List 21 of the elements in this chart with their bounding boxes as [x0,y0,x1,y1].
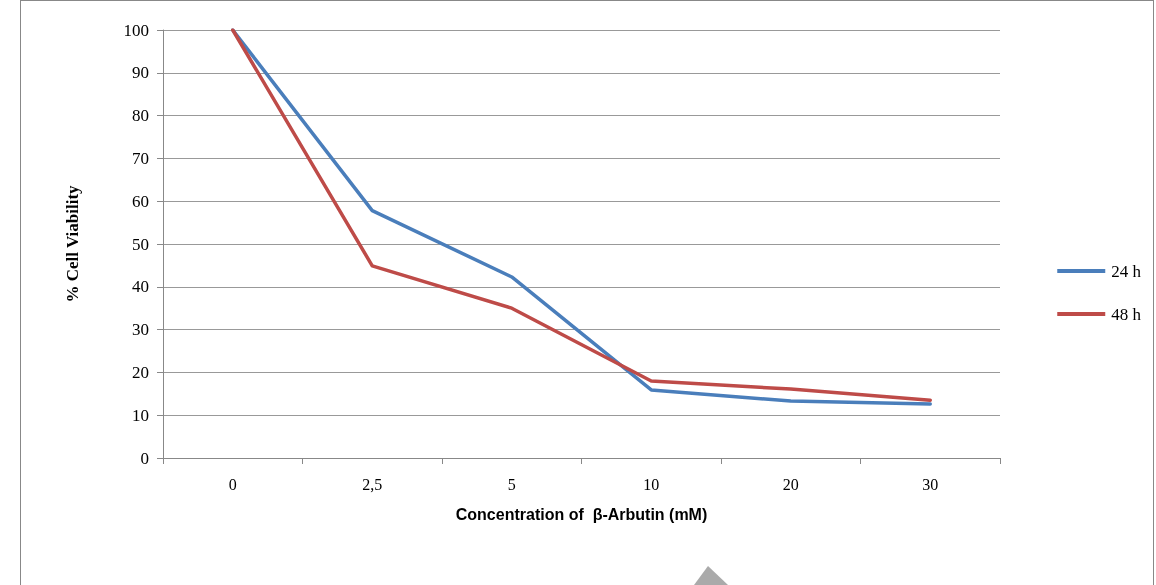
x-tick-label: 10 [643,475,660,493]
y-tick-label: 90 [132,63,149,83]
x-tick-label: 20 [782,475,799,493]
y-tick-label: 30 [132,320,149,340]
y-tick-label: 70 [132,148,149,168]
x-tick-label: 2,5 [362,475,383,493]
x-tick-label: 0 [228,475,237,493]
x-tick-label: 30 [922,475,939,493]
y-tick-label: 80 [132,106,149,126]
x-axis-title: Concentration of β-Arbutin (mM) [455,505,708,523]
x-tick-label: 5 [507,475,516,493]
y-tick-label: 50 [132,234,149,254]
y-tick-label: 10 [132,405,149,425]
y-tick-label: 60 [132,191,149,211]
y-axis-title: % Cell Viability [63,184,82,303]
legend-label: 24 h [1111,261,1142,281]
y-tick-label: 20 [132,362,149,382]
y-tick-label: 0 [140,448,149,468]
y-tick-label: 40 [132,277,149,297]
legend-label: 48 h [1111,304,1142,324]
y-tick-label: 100 [123,20,149,40]
